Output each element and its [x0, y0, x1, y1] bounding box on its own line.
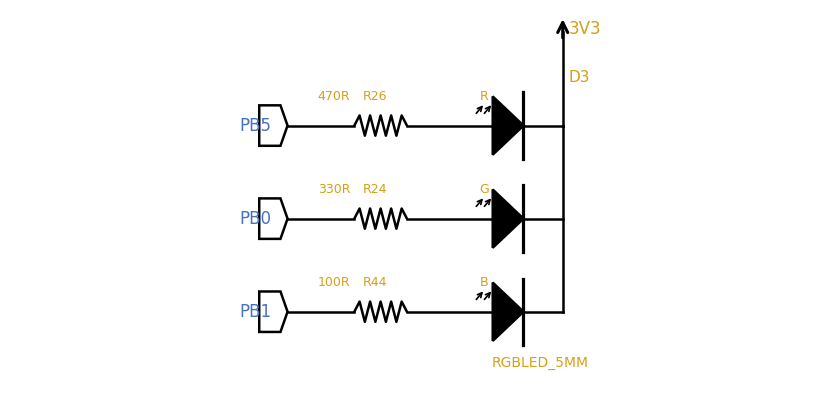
Polygon shape	[493, 282, 524, 341]
Polygon shape	[493, 96, 524, 155]
Text: D3: D3	[569, 70, 591, 85]
Text: R: R	[480, 90, 489, 103]
Text: 100R: 100R	[318, 276, 350, 290]
Text: 330R: 330R	[318, 183, 350, 197]
Polygon shape	[493, 190, 524, 248]
Text: G: G	[479, 183, 489, 197]
Text: 3V3: 3V3	[569, 20, 601, 38]
Text: B: B	[480, 276, 489, 290]
Text: PB1: PB1	[239, 303, 271, 321]
Text: R26: R26	[363, 90, 387, 103]
Text: RGBLED_5MM: RGBLED_5MM	[492, 356, 589, 370]
Text: R24: R24	[363, 183, 387, 197]
Text: 470R: 470R	[318, 90, 350, 103]
Text: PB0: PB0	[239, 210, 271, 228]
Text: R44: R44	[363, 276, 387, 290]
Text: PB5: PB5	[239, 116, 271, 135]
